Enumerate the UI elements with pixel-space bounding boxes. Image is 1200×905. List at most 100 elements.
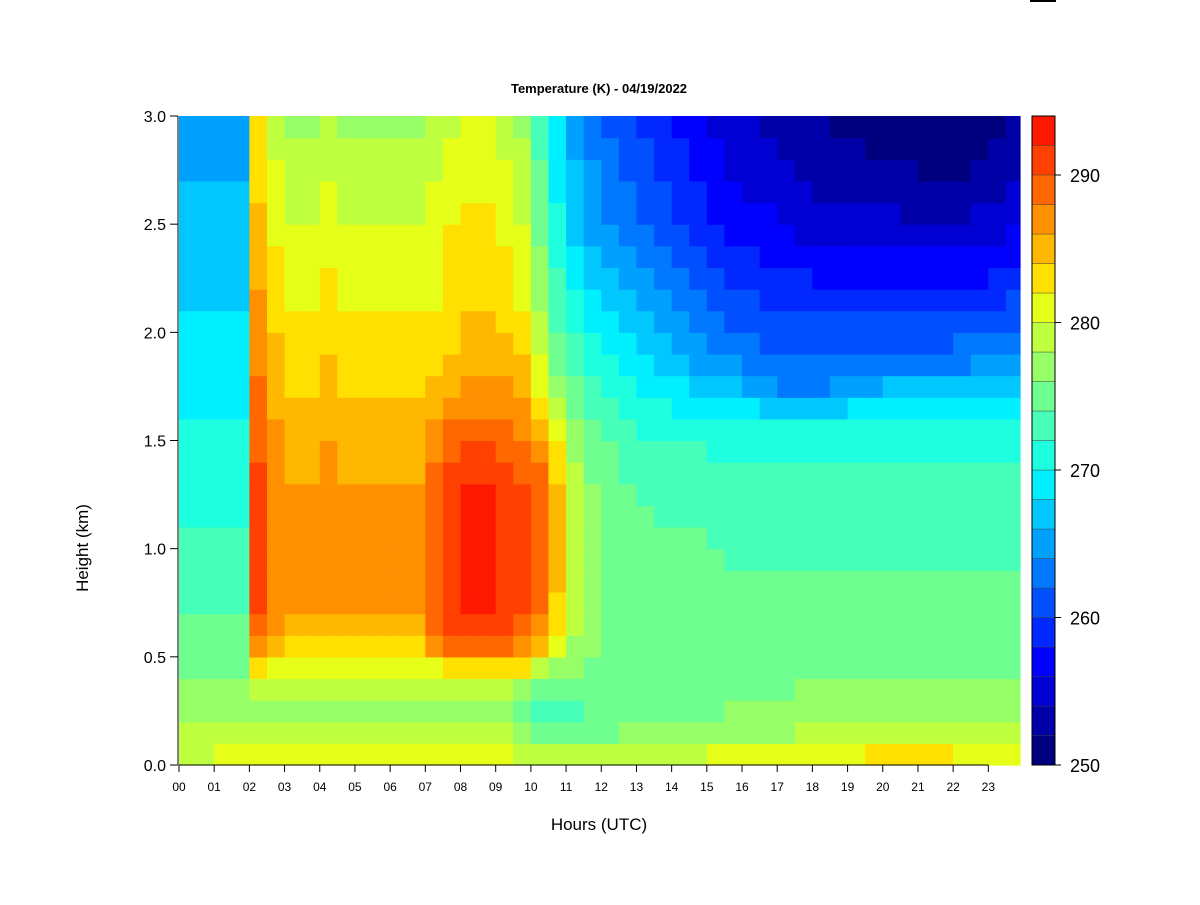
heatmap-cell	[337, 202, 356, 225]
heatmap-cell	[513, 613, 532, 636]
colorbar-tick-label: 270	[1070, 461, 1100, 481]
heatmap-cell	[970, 267, 989, 290]
heatmap-cell	[654, 289, 673, 312]
heatmap-cell	[583, 159, 602, 182]
heatmap-cell	[495, 375, 514, 398]
heatmap-cell	[847, 505, 866, 528]
x-tick-label: 10	[524, 780, 538, 794]
top-edge-mark	[1030, 0, 1056, 2]
heatmap-cell	[214, 462, 233, 485]
heatmap-cell	[583, 678, 602, 701]
heatmap-cell	[302, 483, 321, 506]
heatmap-cell	[970, 462, 989, 485]
heatmap-cell	[706, 591, 726, 615]
heatmap-cell	[284, 267, 303, 290]
heatmap-cell	[671, 505, 690, 528]
heatmap-cell	[636, 570, 655, 593]
heatmap-cell	[654, 505, 673, 528]
heatmap-cell	[249, 224, 268, 247]
heatmap-cell	[390, 332, 409, 355]
heatmap-cell	[407, 353, 426, 377]
heatmap-cell	[601, 353, 620, 377]
heatmap-cell	[196, 310, 215, 333]
heatmap-cell	[865, 116, 884, 139]
heatmap-cell	[266, 635, 286, 658]
heatmap-cell	[390, 375, 409, 398]
heatmap-cell	[777, 505, 796, 528]
heatmap-cell	[495, 332, 514, 355]
heatmap-cell	[583, 483, 602, 506]
heatmap-cell	[231, 700, 250, 723]
heatmap-cell	[302, 289, 321, 312]
colorbar-tick-label: 280	[1070, 314, 1100, 334]
heatmap-cell	[284, 743, 303, 766]
heatmap-cell	[284, 116, 303, 139]
heatmap-cell	[583, 656, 602, 680]
x-tick-label: 09	[489, 780, 503, 794]
heatmap-cell	[302, 505, 321, 528]
heatmap-cell	[777, 202, 796, 225]
heatmap-cell	[372, 159, 391, 182]
heatmap-cell	[847, 267, 866, 290]
heatmap-cell	[196, 570, 215, 593]
heatmap-cell	[442, 137, 462, 160]
heatmap-cell	[460, 245, 479, 269]
heatmap-cell	[812, 289, 831, 312]
heatmap-cell	[601, 656, 620, 680]
heatmap-cell	[777, 353, 796, 377]
heatmap-cell	[935, 483, 954, 506]
heatmap-cell	[302, 591, 321, 615]
heatmap-cell	[478, 418, 497, 442]
heatmap-cell	[812, 678, 831, 701]
heatmap-cell	[1005, 245, 1021, 269]
heatmap-cell	[794, 483, 813, 506]
heatmap-cell	[882, 613, 901, 636]
heatmap-cell	[829, 180, 849, 204]
heatmap-cell	[196, 548, 215, 571]
heatmap-cell	[425, 505, 444, 528]
heatmap-cell	[583, 332, 602, 355]
heatmap-cell	[478, 353, 497, 377]
heatmap-cell	[513, 505, 532, 528]
heatmap-cell	[530, 245, 550, 269]
heatmap-cell	[654, 267, 673, 290]
heatmap-cell	[900, 332, 919, 355]
heatmap-cell	[917, 613, 937, 636]
heatmap-cell	[302, 635, 321, 658]
heatmap-cell	[196, 267, 215, 290]
heatmap-cell	[636, 743, 655, 766]
heatmap-cell	[706, 310, 726, 333]
heatmap-cell	[460, 116, 479, 139]
heatmap-cell	[442, 462, 462, 485]
heatmap-cell	[654, 483, 673, 506]
heatmap-cell	[425, 678, 444, 701]
heatmap-cell	[407, 591, 426, 615]
heatmap-cell	[566, 527, 585, 550]
heatmap-cell	[794, 159, 813, 182]
heatmap-cell	[319, 375, 338, 398]
heatmap-cell	[266, 591, 286, 615]
heatmap-cell	[935, 743, 954, 766]
heatmap-cell	[231, 483, 250, 506]
heatmap-cell	[1005, 462, 1021, 485]
heatmap-cell	[601, 635, 620, 658]
heatmap-cell	[460, 353, 479, 377]
heatmap-cell	[196, 289, 215, 312]
heatmap-cell	[530, 353, 550, 377]
heatmap-cell	[302, 180, 321, 204]
heatmap-cell	[513, 591, 532, 615]
heatmap-cell	[530, 332, 550, 355]
colorbar-swatch	[1031, 292, 1056, 323]
heatmap-cell	[618, 353, 638, 377]
heatmap-cell	[759, 202, 778, 225]
heatmap-cell	[337, 591, 356, 615]
heatmap-cell	[407, 721, 426, 744]
heatmap-cell	[777, 310, 796, 333]
heatmap-cell	[900, 224, 919, 247]
heatmap-cell	[583, 245, 602, 269]
heatmap-cell	[266, 721, 286, 744]
heatmap-cell	[900, 570, 919, 593]
heatmap-cell	[266, 159, 286, 182]
